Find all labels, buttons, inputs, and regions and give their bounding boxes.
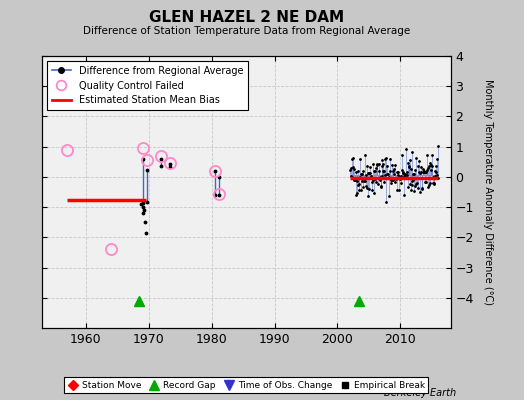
Legend: Station Move, Record Gap, Time of Obs. Change, Empirical Break: Station Move, Record Gap, Time of Obs. C… xyxy=(64,377,428,394)
Y-axis label: Monthly Temperature Anomaly Difference (°C): Monthly Temperature Anomaly Difference (… xyxy=(483,79,493,305)
Legend: Difference from Regional Average, Quality Control Failed, Estimated Station Mean: Difference from Regional Average, Qualit… xyxy=(47,61,248,110)
Text: Berkeley Earth: Berkeley Earth xyxy=(384,388,456,398)
Text: GLEN HAZEL 2 NE DAM: GLEN HAZEL 2 NE DAM xyxy=(149,10,344,25)
Text: Difference of Station Temperature Data from Regional Average: Difference of Station Temperature Data f… xyxy=(83,26,410,36)
